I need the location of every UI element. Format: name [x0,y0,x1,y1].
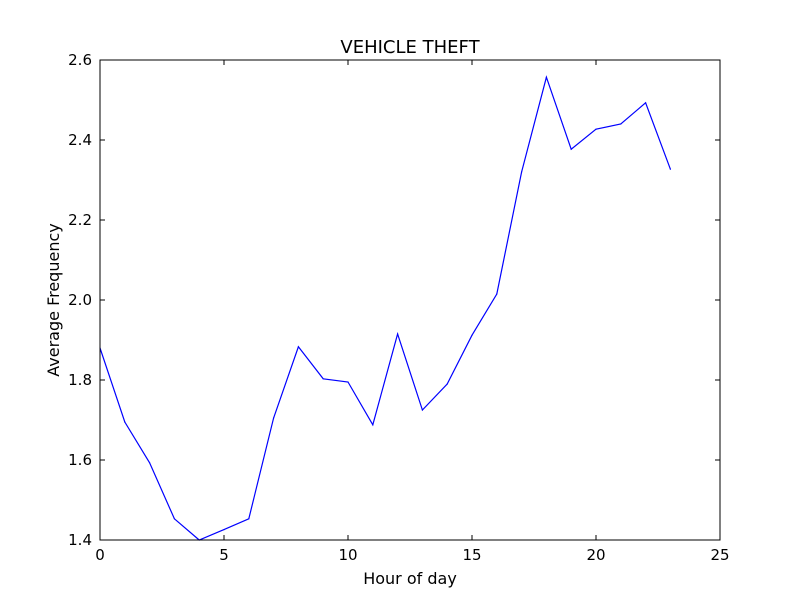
data-point [645,102,647,104]
y-tick-label: 1.4 [68,531,92,549]
y-tick-label: 1.8 [68,371,92,389]
data-point [471,334,473,336]
series-layer [99,75,672,541]
data-point [421,409,423,411]
data-point [248,518,250,520]
data-point [669,168,672,170]
data-point [446,383,448,385]
data-point [620,123,622,125]
y-tick-label: 1.6 [68,451,92,469]
y-axis-label: Average Frequency [44,223,63,376]
data-point [545,76,548,78]
data-point [347,381,349,383]
series-line [99,75,671,541]
data-point [273,417,275,419]
y-tick-label: 2.2 [68,211,92,229]
x-tick-label: 20 [586,546,605,564]
data-point [372,424,374,426]
data-point [397,333,399,335]
plot-area-frame [99,59,721,541]
data-point [496,293,498,295]
data-point [124,421,126,423]
data-point [595,128,597,130]
y-tick-label: 2.0 [68,291,92,309]
data-point [173,518,175,520]
x-axis-label: Hour of day [363,569,457,588]
x-tick-label: 0 [95,546,105,564]
data-point [570,148,572,150]
x-tick-label: 15 [462,546,481,564]
x-tick-label: 5 [219,546,229,564]
data-point [297,346,299,348]
x-tick-label: 25 [710,546,729,564]
y-axis-ticks: 1.4 1.6 1.8 2.0 2.2 2.4 2.6 [68,51,720,549]
x-tick-label: 10 [338,546,357,564]
data-point [223,529,225,531]
data-point [521,171,523,173]
data-point [149,462,151,464]
y-tick-label: 2.4 [68,131,92,149]
y-tick-label: 2.6 [68,51,92,69]
data-point [322,378,324,380]
x-axis-ticks: 0 5 10 15 20 25 [95,60,730,564]
chart-title: VEHICLE THEFT [340,37,480,58]
